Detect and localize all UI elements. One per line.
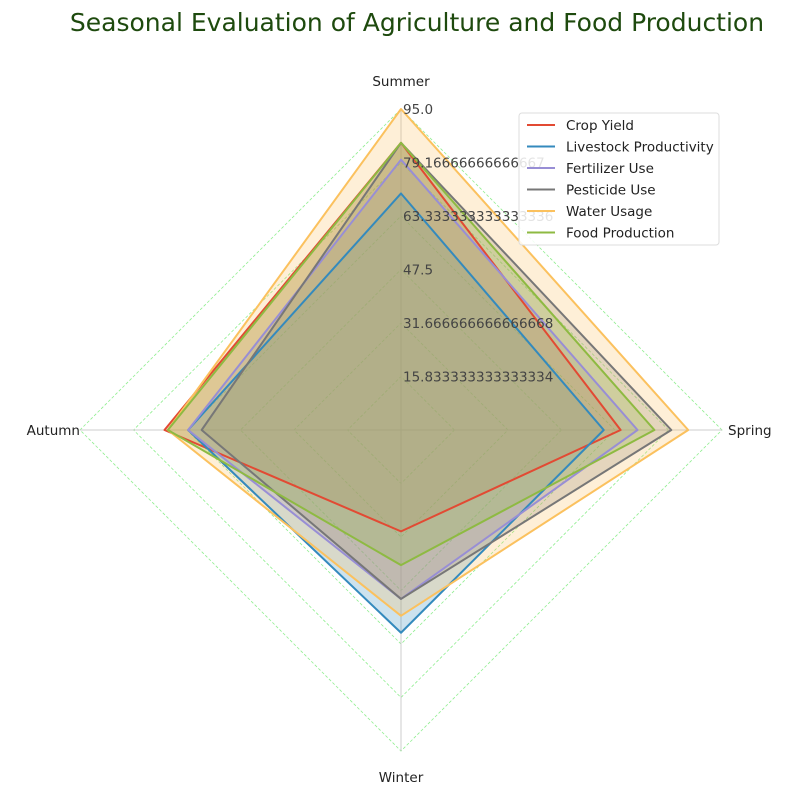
series-line xyxy=(163,141,622,533)
series-area xyxy=(188,193,604,633)
category-label: Summer xyxy=(372,74,430,90)
legend-entry: Livestock Productivity xyxy=(566,140,714,156)
legend-entry: Food Production xyxy=(566,226,675,242)
legend-entry: Water Usage xyxy=(566,204,652,220)
category-label: Spring xyxy=(728,423,772,439)
series-area xyxy=(164,142,621,532)
radial-tick-label: 15.833333333333334 xyxy=(403,370,553,386)
series-lines xyxy=(163,108,690,634)
radial-tick-label: 31.666666666666668 xyxy=(403,316,553,332)
series-area xyxy=(201,142,672,599)
chart-title: Seasonal Evaluation of Agriculture and F… xyxy=(70,8,764,37)
radial-tick-label: 79.16666666666667 xyxy=(403,156,545,172)
legend-entry: Pesticide Use xyxy=(566,183,656,199)
radial-tick-label: 47.5 xyxy=(403,263,433,279)
series-line xyxy=(187,158,639,600)
category-labels: Spring Summer Autumn Winter xyxy=(27,74,772,786)
legend-entry: Crop Yield xyxy=(566,118,634,134)
series-line xyxy=(166,141,656,567)
category-label: Winter xyxy=(379,770,424,786)
series-line xyxy=(200,141,673,600)
legend-box xyxy=(518,112,720,246)
radial-tick-label: 63.333333333333336 xyxy=(403,209,553,225)
legend: Crop Yield Livestock Productivity Fertiliz… xyxy=(518,112,720,246)
radial-tick-labels: 15.833333333333334 31.666666666666668 47.5… xyxy=(403,102,553,386)
radial-tick-label: 95.0 xyxy=(403,102,433,118)
series-area xyxy=(167,142,655,566)
category-label: Autumn xyxy=(27,423,80,439)
legend-entry: Fertilizer Use xyxy=(566,161,654,177)
series-area xyxy=(167,109,689,616)
